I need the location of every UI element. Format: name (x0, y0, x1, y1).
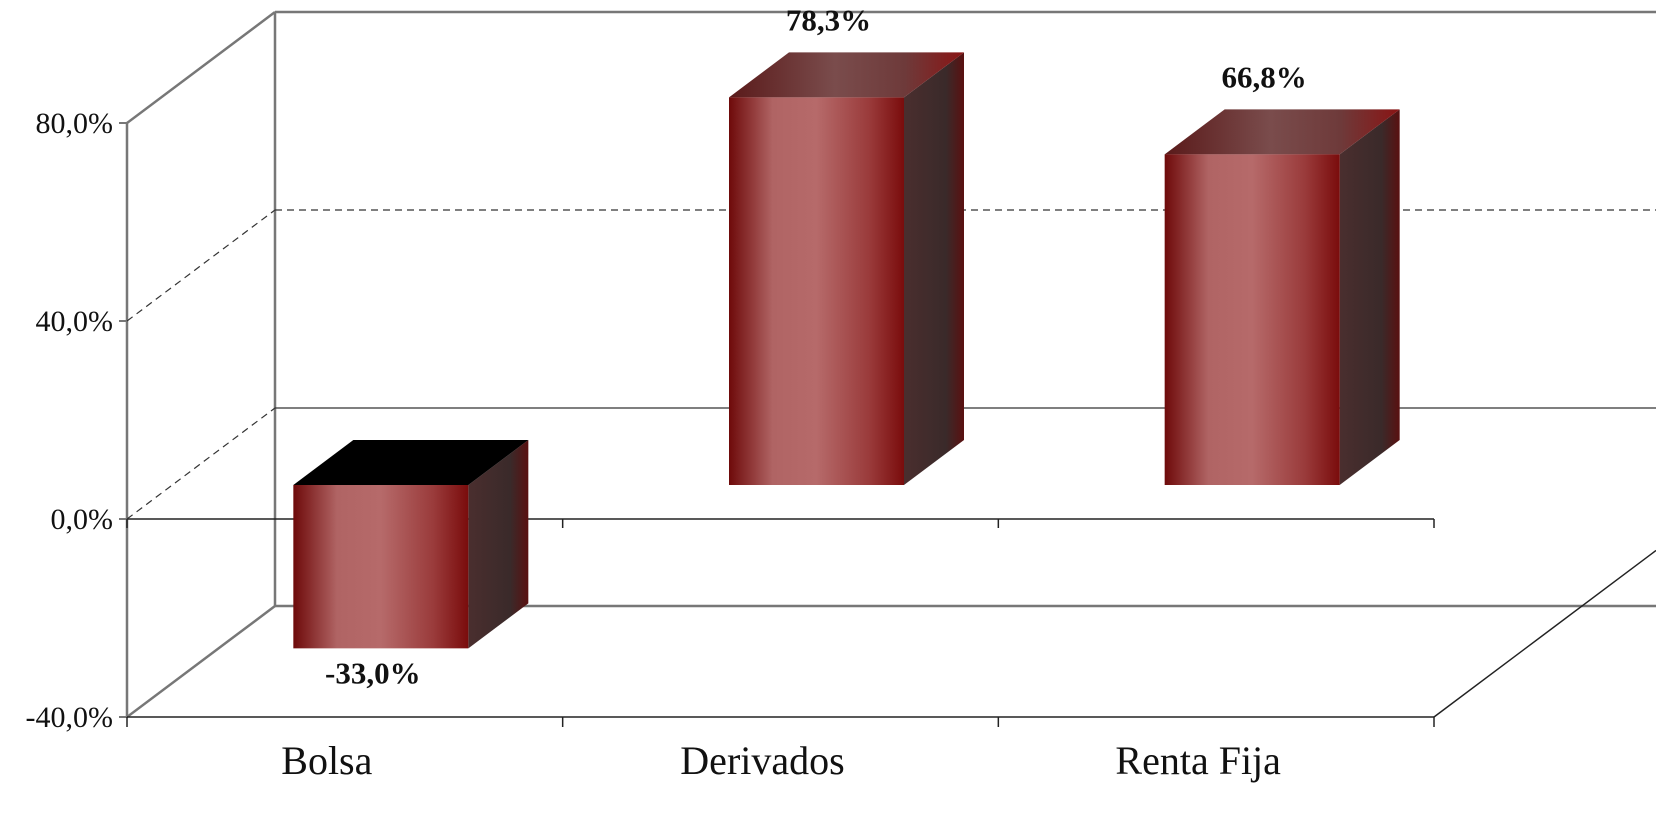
bar-side (1339, 109, 1400, 485)
data-label: 78,3% (786, 2, 871, 37)
bar-side (904, 52, 964, 485)
bar-front (1164, 154, 1340, 485)
y-tick-label: 40,0% (36, 305, 114, 338)
x-category-label: Bolsa (281, 738, 372, 783)
floor-left-edge (126, 605, 276, 718)
bar-front (293, 485, 469, 649)
gridlines (126, 209, 1656, 520)
gridline-side-40 (126, 209, 276, 322)
bar-bolsa (293, 440, 529, 649)
bar-top (1164, 109, 1400, 155)
y-tick-label: 0,0% (51, 503, 114, 536)
bar-renta-fija (1164, 109, 1400, 485)
labels: -40,0% 0,0% 40,0% 80,0% -33,0% 78,3% 66,8% Bols… (26, 2, 1307, 783)
data-label: -33,0% (325, 655, 421, 690)
bar-derivados (729, 52, 964, 485)
y-tick-label: 80,0% (36, 107, 114, 140)
bar-side (468, 440, 529, 649)
bar-top (293, 440, 529, 485)
y-tick-label: -40,0% (26, 701, 113, 734)
data-label: 66,8% (1222, 59, 1307, 94)
bar-front (729, 97, 904, 485)
side-wall-top-edge (126, 11, 276, 124)
gridline-side-0 (126, 407, 276, 520)
x-category-label: Derivados (680, 738, 844, 783)
bar-top (729, 52, 964, 98)
x-category-label: Renta Fija (1115, 738, 1281, 783)
bars (293, 52, 1400, 649)
floor-right-edge (1433, 549, 1656, 718)
